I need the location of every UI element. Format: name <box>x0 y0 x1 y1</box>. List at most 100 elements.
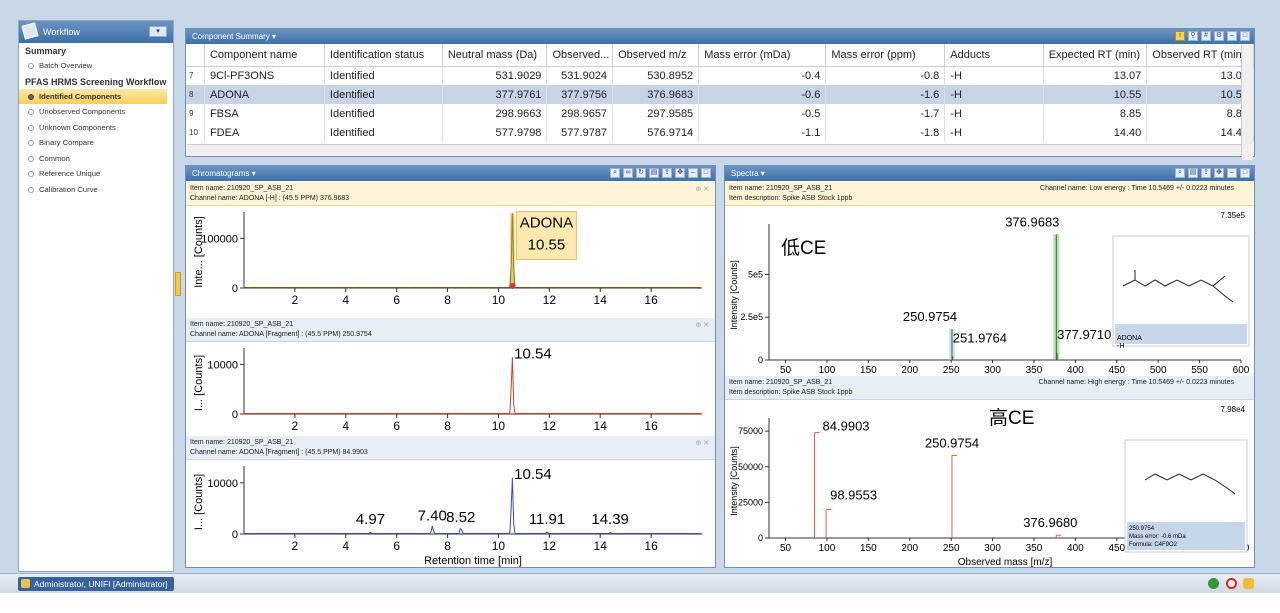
peak-label-box <box>515 211 577 261</box>
structure-caption-adduct: -H <box>1117 343 1124 350</box>
workflow-item-batch-overview[interactable]: Batch Overview <box>19 58 173 74</box>
workflow-item-unknown-components[interactable]: Unknown Components <box>19 120 173 136</box>
spectra-title[interactable]: Spectra ▾ <box>731 169 765 178</box>
x-tick-label: 250 <box>943 543 960 554</box>
hash-icon[interactable]: # <box>1201 31 1211 41</box>
peak-rt-label: 14.39 <box>591 511 629 528</box>
filter-icon[interactable]: ⚲ <box>1188 31 1198 41</box>
workflow-menu-button[interactable]: ▾ <box>149 26 167 37</box>
spectrum-low-energy: Item name: 210920_SP_ASB_21 Item descrip… <box>725 182 1254 376</box>
table-vertical-scrollbar[interactable] <box>1241 45 1253 160</box>
lock-icon[interactable] <box>1243 578 1254 589</box>
y-axis-label: Inte... [Counts] <box>193 216 205 288</box>
high-energy-annotation: 高CE <box>989 407 1034 429</box>
pan-icon[interactable]: ✥ <box>1214 168 1224 178</box>
column-header-adducts[interactable]: Adducts <box>944 44 1044 67</box>
maximize-icon[interactable]: □ <box>1240 168 1250 178</box>
spectrum-header: Item name: 210920_SP_ASB_21 Item descrip… <box>725 376 1254 400</box>
column-header-mass-error-ppm[interactable]: Mass error (ppm) <box>825 44 946 67</box>
table-cell: FBSA <box>204 104 325 123</box>
zoom-icon[interactable]: ⌕ <box>610 168 620 178</box>
table-row[interactable]: 8 ADONA Identified 377.9761 377.9756 376.9683… <box>186 85 1254 104</box>
x-tick-label: 300 <box>984 365 1001 376</box>
pin-close-icons[interactable]: ⊕ ✕ <box>695 440 709 447</box>
structure-caption-name: ADONA <box>1117 335 1142 342</box>
table-row[interactable]: 7 9Cl-PF3ONS Identified 531.9029 531.9024 530… <box>186 66 1254 85</box>
workflow-item-reference-unique[interactable]: Reference Unique <box>19 166 173 182</box>
zoom-icon[interactable]: ⌕ <box>1175 168 1185 178</box>
x-tick-label: 2 <box>292 419 299 433</box>
table-cell: -1.7 <box>825 104 946 123</box>
trace-channel-name: Channel name: ADONA [-H] : (45.5 PPM) 37… <box>190 195 350 202</box>
pin-close-icons[interactable]: ⊕ ✕ <box>695 322 709 329</box>
table-cell: -H <box>944 123 1044 142</box>
column-header-expected-rt[interactable]: Expected RT (min) <box>1043 44 1148 67</box>
x-tick-label: 8 <box>444 419 451 433</box>
refresh-icon[interactable]: ↻ <box>636 168 646 178</box>
column-header-observed-mz[interactable]: Observed m/z <box>612 44 700 67</box>
chromatograms-title[interactable]: Chromatograms ▾ <box>192 169 256 178</box>
column-header-observed-rt[interactable]: Observed RT (min) <box>1146 44 1254 67</box>
user-icon <box>21 579 30 588</box>
component-summary-title[interactable]: Component Summary ▾ <box>192 32 277 41</box>
link-icon[interactable]: ∞ <box>623 168 633 178</box>
radio-icon <box>28 124 34 131</box>
table-icon[interactable]: ▤ <box>1188 168 1198 178</box>
chromatogram-plot-3[interactable]: 0 10000 2 4 6 8 10 12 14 16 I... [Counts] Retention… <box>186 460 715 568</box>
x-tick-label: 10 <box>492 539 506 553</box>
export-icon[interactable]: ⇪ <box>1201 168 1211 178</box>
column-header-neutral-mass[interactable]: Neutral mass (Da) <box>442 44 548 67</box>
spectrum-plot-high-energy[interactable]: 0 25000 50000 75000 50 100 150 200 250 300 350 400 4… <box>725 400 1254 568</box>
spectrum-channel-name: Channel name: High energy : Time 10.5469… <box>1038 379 1234 386</box>
pin-close-icons[interactable]: ⊕ ✕ <box>695 186 709 193</box>
table-row[interactable]: 9 FBSA Identified 298.9663 298.9657 297.9585-… <box>186 104 1254 123</box>
table-cell: ADONA <box>204 85 325 104</box>
table-cell: 10.55 <box>1146 85 1254 104</box>
column-header-identification-status[interactable]: Identification status <box>324 44 443 67</box>
status-user-label: Administrator, UNIFI [Administrator] <box>34 579 168 589</box>
y-tick-label: 0 <box>232 529 238 541</box>
pan-icon[interactable]: ✥ <box>675 168 685 178</box>
settings-icon[interactable]: ⚙ <box>1214 31 1224 41</box>
status-user[interactable]: Administrator, UNIFI [Administrator] <box>18 577 174 591</box>
table-cell: 298.9657 <box>546 104 614 123</box>
table-cell: Identified <box>324 66 443 85</box>
maximize-icon[interactable]: □ <box>701 168 711 178</box>
minimize-icon[interactable]: – <box>1227 31 1237 41</box>
export-icon[interactable]: ⇪ <box>662 168 672 178</box>
peak-rt-label: 7.40 <box>418 507 447 524</box>
spectrum-plot-low-energy[interactable]: 0 2.5e5 5e5 50 100 150 200 250 300 350 400 450 500 55… <box>725 206 1254 376</box>
component-table: Component name Identification status Neu… <box>186 44 1254 142</box>
minimize-icon[interactable]: – <box>688 168 698 178</box>
workflow-item-unobserved-components[interactable]: Unobserved Components <box>19 104 173 120</box>
table-cell: -H <box>944 66 1044 85</box>
chromatogram-plot-1[interactable]: 0 100000 2 4 6 8 10 12 14 16 Inte... [Counts] ADONA… <box>186 206 715 310</box>
row-index: 10 <box>186 123 205 142</box>
table-icon[interactable]: ▤ <box>649 168 659 178</box>
x-tick-label: 14 <box>594 419 608 433</box>
column-header-component-name[interactable]: Component name <box>204 44 325 67</box>
workflow-item-calibration-curve[interactable]: Calibration Curve <box>19 182 173 198</box>
workflow-item-common[interactable]: Common <box>19 151 173 167</box>
trace-header: Item name: 210920_SP_ASB_21 Channel name… <box>186 318 715 342</box>
row-index: 8 <box>186 85 205 104</box>
radio-icon <box>28 171 34 177</box>
table-row[interactable]: 10 FDEA Identified 577.9798 577.9787 576.9714… <box>186 123 1254 142</box>
column-header-observed-mass[interactable]: Observed... <box>546 44 614 67</box>
workflow-item-identified-components[interactable]: Identified Components <box>19 88 167 104</box>
table-horizontal-scrollbar[interactable] <box>187 144 1241 155</box>
x-tick-label: 2 <box>292 539 299 553</box>
chromatogram-plot-2[interactable]: 0 10000 2 4 6 8 10 12 14 16 I... [Counts] 10.54 <box>186 342 715 436</box>
maximize-icon[interactable]: □ <box>1240 31 1250 41</box>
info-icon[interactable]: i <box>1175 31 1185 41</box>
workflow-item-binary-compare[interactable]: Binary Compare <box>19 135 173 151</box>
workflow-collapse-handle[interactable] <box>175 272 181 296</box>
workflow-section-summary: Summary <box>25 46 67 56</box>
minimize-icon[interactable]: – <box>1227 168 1237 178</box>
x-tick-label: 200 <box>901 543 918 554</box>
ok-status-icon[interactable] <box>1208 578 1219 589</box>
blocked-status-icon[interactable] <box>1226 578 1237 589</box>
status-bar: Administrator, UNIFI [Administrator] <box>0 573 1280 593</box>
column-header-mass-error-mda[interactable]: Mass error (mDa) <box>698 44 827 67</box>
trace-channel-name: Channel name: ADONA [Fragment] : (45.5 P… <box>190 449 368 456</box>
